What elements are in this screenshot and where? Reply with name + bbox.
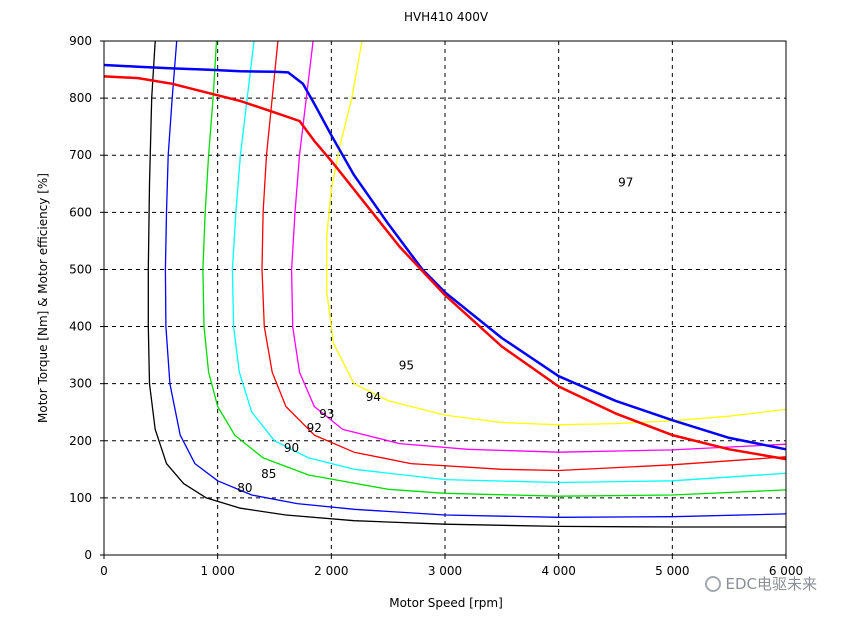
y-tick-label: 100 bbox=[69, 491, 92, 505]
x-tick-label: 4 000 bbox=[541, 564, 575, 578]
y-tick-label: 200 bbox=[69, 434, 92, 448]
y-tick-label: 700 bbox=[69, 148, 92, 162]
y-tick-label: 600 bbox=[69, 205, 92, 219]
wechat-logo-icon bbox=[705, 575, 722, 592]
x-tick-label: 3 000 bbox=[428, 564, 462, 578]
efficiency-contour-92 bbox=[231, 40, 787, 484]
x-tick-label: 6 000 bbox=[769, 564, 803, 578]
contour-label: 92 bbox=[307, 421, 322, 435]
x-tick-label: 1 000 bbox=[200, 564, 234, 578]
y-tick-label: 300 bbox=[69, 377, 92, 391]
x-tick-label: 5 000 bbox=[655, 564, 689, 578]
efficiency-contour-94 bbox=[290, 40, 787, 453]
grid-lines bbox=[104, 41, 786, 555]
efficiency-contour-80 bbox=[147, 40, 786, 528]
chart-title: HVH410 400V bbox=[404, 10, 489, 24]
contour-label: 90 bbox=[284, 441, 299, 455]
x-tick-label: 2 000 bbox=[314, 564, 348, 578]
watermark: EDC电驱未来 bbox=[705, 573, 817, 594]
efficiency-contour-90 bbox=[202, 40, 787, 497]
contour-label: 95 bbox=[399, 358, 414, 372]
contour-label: 80 bbox=[237, 481, 252, 495]
y-axis-label: Motor Torque [Nm] & Motor efficiency [%] bbox=[36, 173, 50, 423]
efficiency-contours bbox=[147, 40, 787, 528]
y-tick-label: 800 bbox=[69, 91, 92, 105]
y-tick-label: 400 bbox=[69, 320, 92, 334]
contour-label: 93 bbox=[319, 407, 334, 421]
y-tick-label: 500 bbox=[69, 262, 92, 276]
y-tick-label: 900 bbox=[69, 34, 92, 48]
x-axis-label: Motor Speed [rpm] bbox=[389, 596, 503, 610]
contour-label: 97 bbox=[618, 176, 633, 190]
torque-curves bbox=[103, 63, 787, 461]
max-torque-curve-max_torque_blue bbox=[103, 63, 787, 451]
y-tick-label: 0 bbox=[84, 548, 92, 562]
x-tick-label: 0 bbox=[100, 564, 108, 578]
efficiency-contour-93 bbox=[261, 40, 787, 472]
efficiency-contour-85 bbox=[164, 40, 787, 518]
max-torque-curve-max_torque_red bbox=[103, 75, 787, 461]
contour-label: 94 bbox=[366, 390, 381, 404]
watermark-text: EDC电驱未来 bbox=[725, 575, 817, 593]
axis-ticks: 0 1 000 2 000 3 000 4 000 5 000 6 000 0 100 200 30… bbox=[69, 34, 803, 578]
contour-label: 85 bbox=[261, 467, 276, 481]
